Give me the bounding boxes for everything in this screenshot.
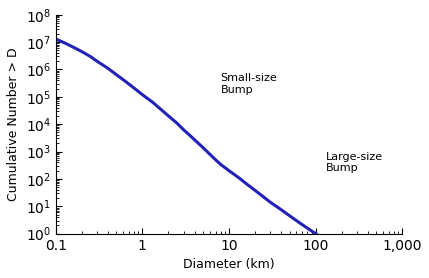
Y-axis label: Cumulative Number > D: Cumulative Number > D bbox=[7, 47, 20, 201]
X-axis label: Diameter (km): Diameter (km) bbox=[183, 258, 275, 271]
Text: Large-size
Bump: Large-size Bump bbox=[326, 152, 383, 173]
Text: Small-size
Bump: Small-size Bump bbox=[221, 73, 278, 95]
